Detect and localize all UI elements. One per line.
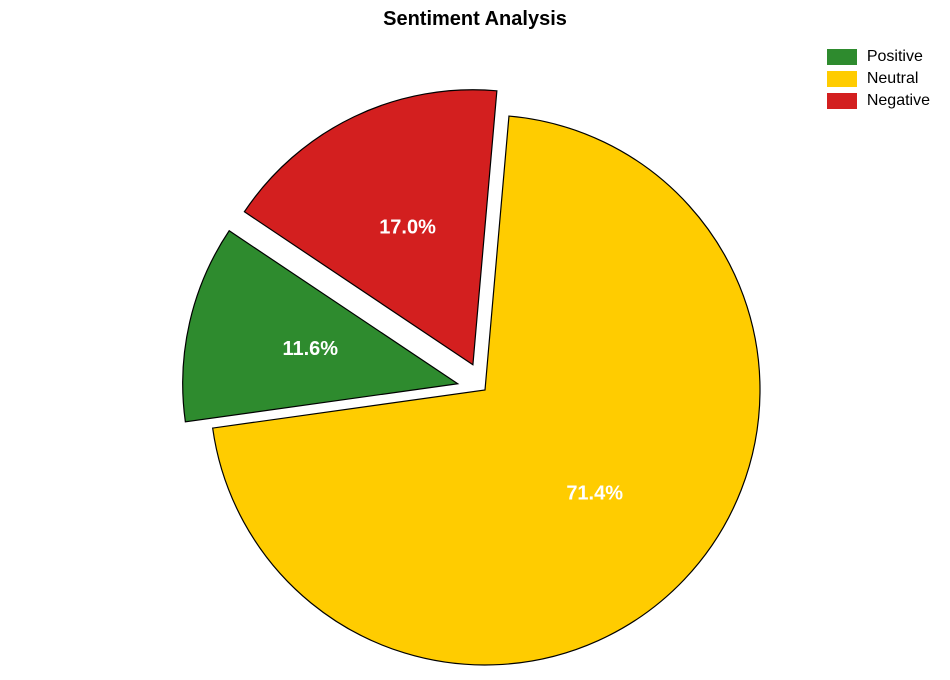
pie-label-negative: 17.0% (379, 217, 436, 239)
chart-title: Sentiment Analysis (0, 8, 950, 31)
pie-label-neutral: 71.4% (566, 482, 623, 504)
pie-label-positive: 11.6% (282, 338, 338, 360)
pie-chart: 71.4% 11.6% 17.0% (0, 40, 950, 680)
